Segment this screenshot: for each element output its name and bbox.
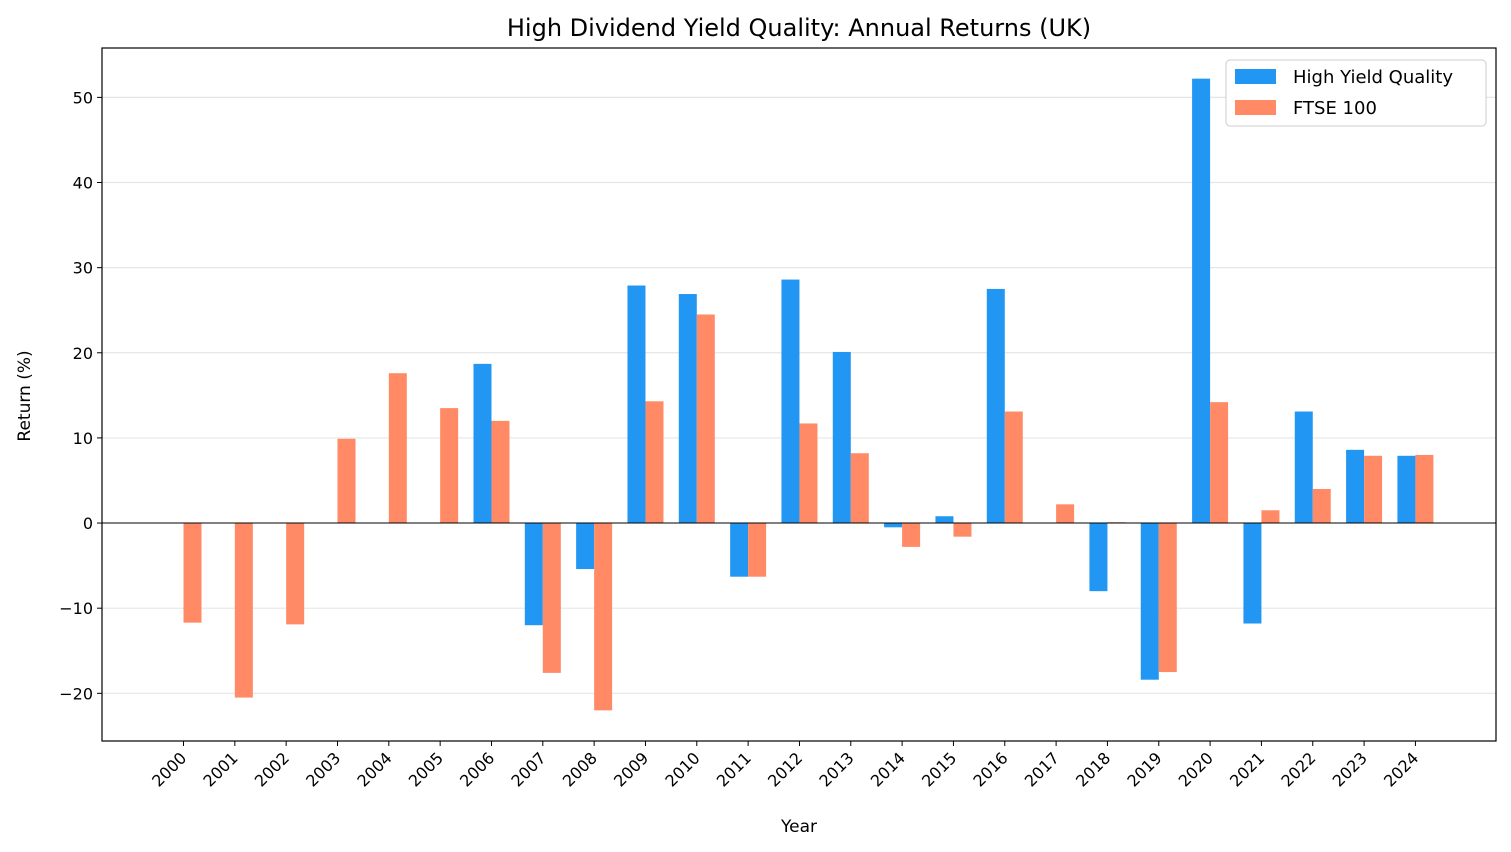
y-axis-label: Return (%) [15, 350, 35, 441]
bar-high-yield-quality-2014 [884, 523, 903, 528]
bar-ftse-100-2002 [286, 523, 305, 625]
bar-ftse-100-2016 [1004, 411, 1023, 524]
bar-ftse-100-2007 [542, 523, 561, 673]
bar-high-yield-quality-2018 [1089, 523, 1108, 592]
bar-high-yield-quality-2024 [1397, 455, 1416, 524]
bar-high-yield-quality-2016 [986, 288, 1005, 524]
bar-ftse-100-2011 [748, 523, 767, 577]
bar-ftse-100-2023 [1364, 455, 1383, 524]
bar-ftse-100-2008 [594, 523, 613, 711]
y-tick-label: −10 [59, 599, 93, 618]
y-tick-label: 10 [73, 429, 93, 448]
bar-ftse-100-2012 [799, 423, 818, 524]
bar-high-yield-quality-2013 [832, 351, 851, 524]
bar-ftse-100-2019 [1158, 523, 1177, 673]
bar-ftse-100-2021 [1261, 510, 1280, 524]
bar-ftse-100-2014 [902, 523, 921, 547]
bar-ftse-100-2015 [953, 523, 972, 537]
bar-high-yield-quality-2006 [473, 363, 492, 524]
legend: High Yield Quality FTSE 100 [1225, 59, 1487, 127]
legend-swatch-high-yield-quality [1235, 69, 1276, 84]
bar-high-yield-quality-2019 [1140, 523, 1159, 680]
bar-high-yield-quality-2009 [627, 285, 646, 524]
bar-high-yield-quality-2008 [576, 523, 595, 570]
bar-high-yield-quality-2015 [935, 516, 954, 524]
bar-ftse-100-2009 [645, 401, 664, 524]
bar-high-yield-quality-2020 [1192, 78, 1211, 524]
bar-ftse-100-2005 [440, 408, 459, 524]
bar-ftse-100-2022 [1312, 489, 1331, 524]
bar-ftse-100-2004 [388, 373, 407, 524]
y-tick-label: 50 [73, 88, 93, 107]
bar-high-yield-quality-2023 [1346, 449, 1365, 524]
legend-label-high-yield-quality: High Yield Quality [1293, 67, 1453, 88]
bar-ftse-100-2024 [1415, 454, 1434, 524]
y-tick-label: 40 [73, 174, 93, 193]
legend-label-ftse-100: FTSE 100 [1293, 98, 1377, 119]
bar-ftse-100-2017 [1056, 504, 1075, 524]
bar-high-yield-quality-2012 [781, 279, 800, 524]
chart-title: High Dividend Yield Quality: Annual Retu… [507, 14, 1091, 42]
y-tick-label: 0 [83, 514, 93, 533]
bar-high-yield-quality-2021 [1243, 523, 1262, 624]
bar-high-yield-quality-2011 [730, 523, 749, 577]
legend-box [1225, 59, 1487, 127]
bar-ftse-100-2013 [850, 453, 869, 524]
bar-ftse-100-2003 [337, 438, 356, 524]
bar-ftse-100-2020 [1210, 402, 1229, 524]
y-axis: −20 −10 0 10 20 30 40 50 [59, 88, 102, 703]
y-tick-label: 20 [73, 344, 93, 363]
bar-ftse-100-2006 [491, 420, 510, 524]
bar-ftse-100-2010 [696, 314, 715, 524]
y-tick-label: −20 [59, 684, 93, 703]
x-axis-label: Year [780, 817, 817, 837]
bar-high-yield-quality-2022 [1294, 411, 1313, 524]
y-tick-label: 30 [73, 259, 93, 278]
legend-swatch-ftse-100 [1235, 100, 1276, 115]
bar-ftse-100-2001 [234, 523, 253, 698]
bar-high-yield-quality-2010 [678, 294, 697, 524]
bar-ftse-100-2000 [183, 523, 202, 623]
bar-high-yield-quality-2007 [524, 523, 543, 626]
bars-layer [183, 78, 1434, 711]
